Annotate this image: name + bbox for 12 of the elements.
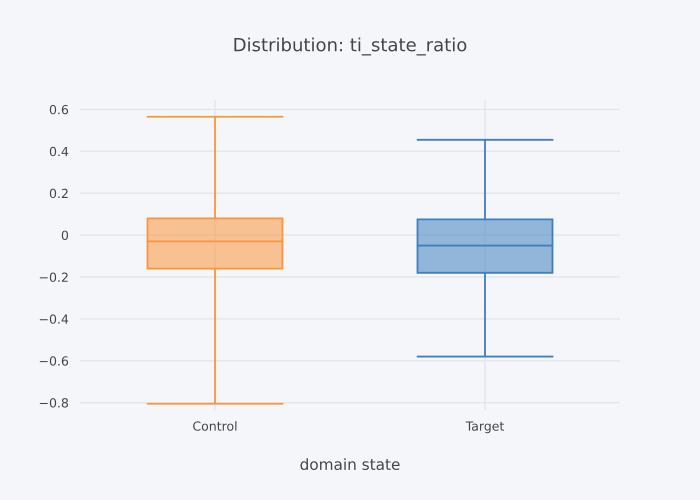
y-tick-label: −0.2 — [40, 272, 68, 282]
y-tick-label: 0.4 — [50, 146, 68, 156]
y-tick-label: 0.2 — [50, 188, 68, 198]
x-tick-label: Control — [193, 421, 236, 431]
y-tick-label: −0.8 — [40, 398, 68, 408]
y-tick-label: 0.6 — [50, 104, 68, 114]
chart-title: Distribution: ti_state_ratio — [234, 38, 466, 56]
y-tick-label: 0 — [62, 230, 68, 240]
y-tick-label: −0.4 — [40, 314, 68, 324]
x-tick-label: Target — [466, 421, 504, 434]
x-axis-title: domain state — [300, 458, 400, 470]
y-tick-label: −0.6 — [40, 356, 68, 366]
